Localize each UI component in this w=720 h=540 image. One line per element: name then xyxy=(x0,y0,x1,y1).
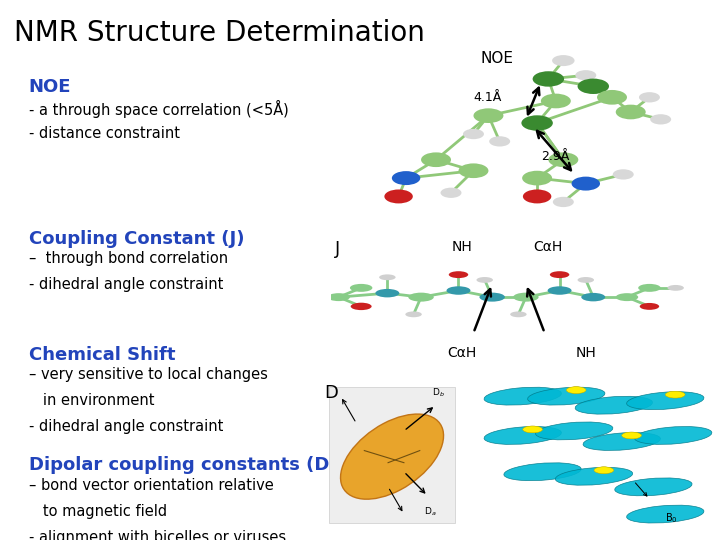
Ellipse shape xyxy=(594,467,613,474)
Circle shape xyxy=(549,152,578,167)
Ellipse shape xyxy=(523,426,543,433)
Circle shape xyxy=(616,293,638,301)
Circle shape xyxy=(595,467,613,474)
Text: NOE: NOE xyxy=(29,78,71,96)
Circle shape xyxy=(623,432,640,439)
Circle shape xyxy=(522,171,552,185)
Ellipse shape xyxy=(528,387,605,405)
Circle shape xyxy=(613,169,634,180)
Circle shape xyxy=(510,312,526,317)
Circle shape xyxy=(446,286,470,295)
Circle shape xyxy=(577,79,609,94)
Text: to magnetic field: to magnetic field xyxy=(29,504,167,519)
Text: D: D xyxy=(325,384,338,402)
Text: Dipolar coupling constants (D): Dipolar coupling constants (D) xyxy=(29,456,338,474)
Text: – bond vector orientation relative: – bond vector orientation relative xyxy=(29,478,274,493)
Circle shape xyxy=(575,70,596,80)
Text: in environment: in environment xyxy=(29,393,154,408)
Circle shape xyxy=(449,271,468,278)
Text: - a through space correlation (<5Å): - a through space correlation (<5Å) xyxy=(29,100,289,118)
Text: NH: NH xyxy=(452,240,472,254)
Circle shape xyxy=(351,303,372,310)
Circle shape xyxy=(421,152,451,167)
Circle shape xyxy=(597,90,627,105)
Text: – very sensitive to local changes: – very sensitive to local changes xyxy=(29,367,268,382)
Text: D$_b$: D$_b$ xyxy=(432,387,444,399)
Circle shape xyxy=(477,277,493,283)
Circle shape xyxy=(581,293,606,301)
Circle shape xyxy=(572,177,600,191)
Text: J: J xyxy=(335,240,340,258)
Circle shape xyxy=(541,93,571,109)
Circle shape xyxy=(639,92,660,103)
Text: CαH: CαH xyxy=(534,240,563,254)
Ellipse shape xyxy=(536,422,613,440)
Circle shape xyxy=(667,285,684,291)
FancyBboxPatch shape xyxy=(328,387,455,523)
Circle shape xyxy=(521,116,553,131)
Circle shape xyxy=(552,55,575,66)
Circle shape xyxy=(350,284,372,292)
Text: –  through bond correlation: – through bond correlation xyxy=(29,251,228,266)
Circle shape xyxy=(553,197,574,207)
Ellipse shape xyxy=(555,467,633,485)
Circle shape xyxy=(548,286,572,295)
Circle shape xyxy=(405,312,422,317)
Ellipse shape xyxy=(484,387,562,405)
Circle shape xyxy=(523,190,552,204)
Text: - dihedral angle constraint: - dihedral angle constraint xyxy=(29,277,223,292)
Circle shape xyxy=(577,277,594,283)
Circle shape xyxy=(480,293,505,302)
Circle shape xyxy=(408,293,433,302)
Text: - dihedral angle constraint: - dihedral angle constraint xyxy=(29,419,223,434)
Circle shape xyxy=(639,303,660,310)
Circle shape xyxy=(379,274,395,280)
Ellipse shape xyxy=(626,505,704,523)
Circle shape xyxy=(513,293,539,302)
Circle shape xyxy=(392,171,420,185)
Circle shape xyxy=(384,190,413,204)
Ellipse shape xyxy=(665,391,685,398)
Circle shape xyxy=(638,284,661,292)
Ellipse shape xyxy=(583,433,660,450)
Text: D$_a$: D$_a$ xyxy=(423,505,436,517)
Text: B$_0$: B$_0$ xyxy=(665,511,678,525)
Circle shape xyxy=(524,426,541,433)
Circle shape xyxy=(328,293,350,301)
Circle shape xyxy=(489,136,510,146)
Circle shape xyxy=(650,114,671,125)
Text: 2.9Å: 2.9Å xyxy=(541,150,570,163)
Ellipse shape xyxy=(567,387,586,394)
Text: - alignment with bicelles or viruses: - alignment with bicelles or viruses xyxy=(29,530,286,540)
Circle shape xyxy=(550,271,570,278)
Text: 4.1Å: 4.1Å xyxy=(474,91,502,104)
Circle shape xyxy=(463,129,484,139)
Text: Chemical Shift: Chemical Shift xyxy=(29,346,175,363)
Ellipse shape xyxy=(341,414,444,499)
Circle shape xyxy=(459,164,488,178)
Ellipse shape xyxy=(615,478,692,496)
Circle shape xyxy=(616,105,646,119)
Text: - distance constraint: - distance constraint xyxy=(29,126,180,141)
Ellipse shape xyxy=(626,392,704,410)
Circle shape xyxy=(567,387,585,394)
Text: NOE: NOE xyxy=(481,51,514,66)
Text: NMR Structure Determination: NMR Structure Determination xyxy=(14,19,426,47)
Text: NH: NH xyxy=(575,346,596,360)
Circle shape xyxy=(375,289,400,298)
Circle shape xyxy=(474,109,503,123)
Circle shape xyxy=(667,392,684,398)
Text: CαH: CαH xyxy=(448,346,477,360)
Circle shape xyxy=(441,187,462,198)
Ellipse shape xyxy=(622,432,642,439)
Ellipse shape xyxy=(504,463,581,481)
Ellipse shape xyxy=(634,427,712,444)
Circle shape xyxy=(533,71,564,86)
Ellipse shape xyxy=(484,427,562,444)
Ellipse shape xyxy=(575,396,652,414)
Text: Coupling Constant (J): Coupling Constant (J) xyxy=(29,230,244,247)
